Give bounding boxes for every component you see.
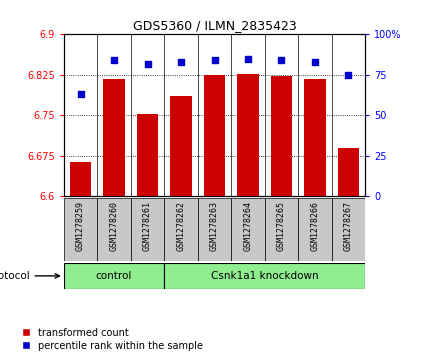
Bar bbox=[137, 114, 158, 196]
Text: GSM1278260: GSM1278260 bbox=[110, 201, 118, 251]
Text: GSM1278264: GSM1278264 bbox=[243, 201, 253, 251]
Point bbox=[312, 59, 319, 65]
Bar bbox=[164, 198, 198, 261]
Bar bbox=[64, 198, 97, 261]
Bar bbox=[304, 79, 326, 196]
Bar bbox=[204, 75, 225, 196]
Text: GSM1278266: GSM1278266 bbox=[311, 201, 319, 251]
Bar bbox=[103, 79, 125, 196]
Bar bbox=[164, 263, 365, 289]
Text: GSM1278261: GSM1278261 bbox=[143, 201, 152, 251]
Title: GDS5360 / ILMN_2835423: GDS5360 / ILMN_2835423 bbox=[132, 19, 297, 32]
Bar bbox=[198, 198, 231, 261]
Text: control: control bbox=[96, 271, 132, 281]
Bar bbox=[265, 198, 298, 261]
Point bbox=[77, 91, 84, 97]
Bar bbox=[170, 97, 192, 196]
Bar bbox=[70, 162, 92, 196]
Point bbox=[245, 56, 252, 62]
Bar bbox=[237, 74, 259, 196]
Bar bbox=[131, 198, 164, 261]
Text: GSM1278265: GSM1278265 bbox=[277, 201, 286, 251]
Point bbox=[278, 57, 285, 63]
Bar bbox=[271, 77, 292, 196]
Bar bbox=[337, 147, 359, 196]
Point bbox=[144, 61, 151, 66]
Text: GSM1278259: GSM1278259 bbox=[76, 201, 85, 251]
Point bbox=[110, 57, 117, 63]
Point bbox=[211, 57, 218, 63]
Bar bbox=[332, 198, 365, 261]
Point bbox=[177, 59, 184, 65]
Point bbox=[345, 72, 352, 78]
Text: GSM1278263: GSM1278263 bbox=[210, 201, 219, 251]
Bar bbox=[231, 198, 265, 261]
Bar bbox=[97, 198, 131, 261]
Text: Csnk1a1 knockdown: Csnk1a1 knockdown bbox=[211, 271, 319, 281]
Bar bbox=[64, 263, 164, 289]
Text: GSM1278262: GSM1278262 bbox=[176, 201, 186, 251]
Text: protocol: protocol bbox=[0, 271, 59, 281]
Text: GSM1278267: GSM1278267 bbox=[344, 201, 353, 251]
Bar bbox=[298, 198, 332, 261]
Legend: transformed count, percentile rank within the sample: transformed count, percentile rank withi… bbox=[22, 328, 203, 351]
